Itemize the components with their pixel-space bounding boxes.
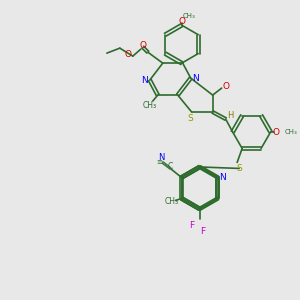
- Text: O: O: [222, 82, 229, 91]
- Text: H: H: [227, 111, 234, 120]
- Text: C: C: [168, 162, 173, 171]
- Text: O: O: [124, 50, 131, 58]
- Text: N: N: [158, 153, 165, 162]
- Text: CH₃: CH₃: [285, 129, 297, 135]
- Text: S: S: [188, 113, 194, 122]
- Text: CH₃: CH₃: [164, 197, 178, 206]
- Text: N: N: [141, 76, 148, 85]
- Text: O: O: [272, 128, 279, 136]
- Text: N: N: [192, 74, 199, 82]
- Text: O: O: [178, 17, 185, 26]
- Text: CH₃: CH₃: [183, 13, 196, 19]
- Text: ≡: ≡: [157, 160, 163, 166]
- Text: F: F: [189, 221, 194, 230]
- Text: N: N: [220, 173, 226, 182]
- Text: O: O: [139, 41, 146, 50]
- Text: CH₃: CH₃: [143, 100, 157, 109]
- Text: F: F: [200, 227, 205, 236]
- Text: S: S: [236, 164, 242, 173]
